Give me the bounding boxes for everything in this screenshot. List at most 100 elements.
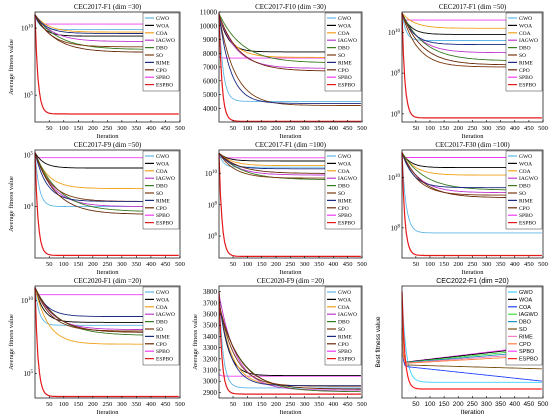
x-tick-label: 50: [412, 401, 420, 408]
legend-label: GWO: [156, 290, 169, 296]
x-axis-label: Iteration: [279, 409, 302, 416]
chart-title: CEC2020-F1 (dim =20): [74, 277, 142, 285]
chart-title: CEC2022-F1 (dim =20): [436, 278, 509, 285]
legend-label: WOA: [519, 161, 532, 167]
chart-title: CEC2017-F1 (dim =100): [255, 141, 327, 149]
legend-label: SO: [338, 191, 345, 197]
x-tick-label: 300: [481, 401, 492, 408]
x-tick-label: 250: [102, 261, 112, 268]
legend-label: RIME: [156, 60, 170, 66]
legend-label: RIME: [156, 334, 170, 340]
x-tick-label: 150: [439, 401, 450, 408]
chart-title: CEC2020-F9 (dim =20): [257, 277, 325, 285]
legend-label: GWO: [156, 16, 169, 22]
legend-label: IAGWO: [338, 312, 357, 318]
legend-label: DBO: [338, 320, 350, 326]
legend-label: SPBO: [156, 75, 170, 81]
legend-label: IAGWO: [156, 38, 175, 44]
y-tick-label: 11000: [200, 9, 218, 17]
legend-label: SO: [519, 53, 526, 59]
x-tick-label: 300: [300, 125, 310, 132]
x-tick-label: 350: [496, 125, 506, 132]
x-axis-label: Iteration: [461, 409, 485, 416]
legend-label: RIME: [519, 334, 533, 340]
x-tick-label: 200: [453, 125, 463, 132]
legend-label: COA: [156, 31, 168, 37]
series-line-espbo: [401, 152, 542, 257]
x-tick-label: 500: [357, 401, 367, 408]
x-tick-label: 400: [509, 401, 520, 408]
legend-label: SO: [156, 53, 163, 59]
legend-label: GWO: [338, 154, 351, 160]
x-tick-label: 200: [271, 401, 281, 408]
x-tick-label: 450: [343, 401, 353, 408]
legend-label: GWO: [519, 290, 533, 296]
x-tick-label: 350: [132, 125, 142, 132]
x-axis-label: Iteration: [96, 133, 119, 140]
x-axis-label: Iteration: [96, 269, 119, 276]
x-tick-label: 50: [230, 401, 237, 408]
series-line-iagwo: [218, 293, 361, 391]
x-tick-label: 200: [88, 401, 98, 408]
x-tick-label: 450: [524, 125, 534, 132]
x-tick-label: 300: [117, 401, 127, 408]
legend-label: WOA: [519, 23, 532, 29]
x-tick-label: 500: [175, 401, 185, 408]
x-tick-label: 200: [88, 261, 98, 268]
legend-label: DBO: [156, 320, 168, 326]
x-tick-label: 150: [257, 261, 267, 268]
legend-label: IAGWO: [156, 176, 175, 182]
legend-label: CPO: [338, 68, 349, 74]
x-tick-label: 50: [413, 261, 420, 268]
y-axis-label: Average fitness value: [8, 176, 15, 232]
x-tick-label: 250: [102, 125, 112, 132]
legend-label: IAGWO: [519, 312, 539, 318]
y-tick-label: 3200: [203, 355, 218, 363]
legend-label: CPO: [519, 68, 530, 74]
legend-label: WOA: [338, 23, 351, 29]
y-tick-label: 106: [208, 233, 218, 241]
legend-label: CPO: [338, 206, 349, 212]
chart-title: CEC2017-F1 (dim =50): [439, 3, 507, 11]
chart-panel-2: 50 100 150 200 250 300 350 400 450 500 4000 5000 600…: [200, 3, 367, 140]
legend-label: ESPBO: [156, 83, 173, 89]
x-tick-label: 500: [357, 125, 367, 132]
x-axis-label: Iteration: [461, 269, 484, 276]
legend-label: COA: [519, 31, 531, 37]
legend-label: GWO: [338, 290, 351, 296]
y-tick-label: 9000: [203, 36, 218, 44]
x-tick-label: 100: [242, 401, 252, 408]
x-tick-label: 300: [117, 125, 127, 132]
x-tick-label: 400: [146, 125, 156, 132]
series-line-espbo: [34, 14, 179, 115]
legend-label: SPBO: [338, 349, 352, 355]
y-tick-label: 3100: [203, 367, 218, 375]
x-tick-label: 50: [230, 125, 237, 132]
series-line-rime: [218, 13, 361, 104]
x-tick-label: 50: [46, 401, 53, 408]
legend-box: [324, 150, 362, 230]
legend-label: WOA: [156, 161, 169, 167]
legend-label: SPBO: [156, 213, 170, 219]
legend-label: WOA: [519, 297, 532, 303]
x-tick-label: 250: [285, 401, 295, 408]
legend-label: SPBO: [519, 75, 533, 81]
chart-panel-4: 50 100 150 200 250 300 350 400 450 500 104 105 CEC20…: [8, 141, 185, 276]
legend-label: WOA: [338, 297, 351, 303]
y-tick-label: 3000: [203, 378, 218, 386]
x-tick-label: 150: [257, 401, 267, 408]
x-axis-label: Iteration: [279, 133, 302, 140]
legend-label: COA: [519, 169, 531, 175]
x-tick-label: 500: [175, 125, 185, 132]
series-line-espbo: [401, 12, 542, 119]
y-tick-label: 1010: [205, 170, 218, 178]
x-tick-label: 450: [524, 261, 534, 268]
x-tick-label: 200: [453, 401, 464, 408]
chart-title: CEC2017-F1 (dim =30): [74, 3, 142, 11]
x-tick-label: 100: [425, 261, 435, 268]
series-line-espbo: [34, 287, 179, 398]
legend-label: WOA: [338, 161, 351, 167]
